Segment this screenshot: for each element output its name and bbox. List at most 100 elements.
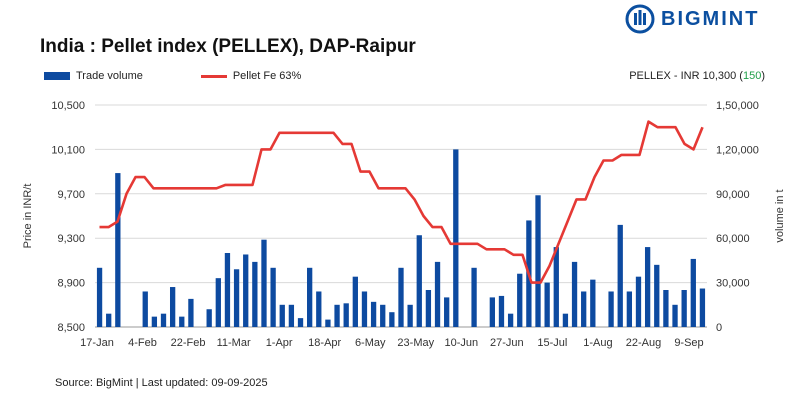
legend-item-pellet-fe: Pellet Fe 63% bbox=[200, 70, 302, 82]
volume-bar bbox=[261, 239, 267, 327]
y-right-tick-label: 0 bbox=[716, 322, 722, 334]
volume-bar bbox=[297, 318, 304, 327]
volume-bar bbox=[416, 235, 422, 327]
legend-swatch-line bbox=[200, 74, 227, 78]
x-tick-label: 6-May bbox=[355, 337, 386, 349]
volume-bar bbox=[169, 287, 176, 327]
volume-bar bbox=[471, 267, 477, 327]
volume-bar bbox=[581, 291, 587, 327]
volume-bar bbox=[562, 313, 569, 327]
volume-bar bbox=[507, 313, 514, 327]
volume-bar bbox=[307, 267, 313, 327]
x-tick-label: 23-May bbox=[397, 337, 434, 349]
legend-swatch-bar bbox=[44, 72, 70, 80]
y-left-axis-title: Price in INR/t bbox=[22, 184, 34, 249]
volume-bar bbox=[380, 304, 386, 327]
y-right-tick-label: 1,50,000 bbox=[716, 100, 759, 112]
y-right-tick-label: 1,20,000 bbox=[716, 144, 759, 156]
brand-name: BIGMINT bbox=[661, 7, 760, 30]
volume-bar bbox=[626, 291, 633, 327]
y-right-tick-label: 90,000 bbox=[716, 189, 750, 201]
x-tick-label: 22-Aug bbox=[626, 337, 661, 349]
volume-bar bbox=[188, 298, 194, 327]
volume-bar bbox=[635, 276, 642, 327]
volume-bar bbox=[434, 261, 441, 327]
volume-bar bbox=[96, 267, 103, 327]
volume-bar bbox=[206, 309, 212, 327]
y-right-tick-label: 30,000 bbox=[716, 278, 750, 290]
volume-bar bbox=[334, 304, 340, 327]
volume-bar bbox=[215, 278, 221, 327]
volume-bar bbox=[279, 304, 285, 327]
y-left-tick-label: 9,700 bbox=[57, 189, 85, 201]
volume-bar bbox=[699, 288, 706, 327]
volume-bar bbox=[498, 295, 505, 327]
volume-bar bbox=[571, 261, 578, 327]
x-tick-label: 11-Mar bbox=[217, 337, 251, 349]
volume-bar bbox=[544, 282, 550, 327]
y-left-tick-label: 9,300 bbox=[57, 233, 85, 245]
volume-bar bbox=[115, 173, 121, 327]
x-tick-label: 18-Apr bbox=[308, 337, 341, 349]
volume-bar bbox=[343, 303, 349, 327]
volume-bar bbox=[681, 290, 687, 327]
legend-label-pellet-fe: Pellet Fe 63% bbox=[232, 70, 302, 82]
x-tick-label: 1-Aug bbox=[583, 337, 612, 349]
brand-globe-icon bbox=[625, 4, 655, 34]
x-tick-label: 10-Jun bbox=[444, 337, 478, 349]
x-tick-label: 1-Apr bbox=[266, 337, 293, 349]
y-left-tick-label: 10,500 bbox=[51, 100, 85, 112]
volume-bar bbox=[106, 313, 112, 327]
volume-bar bbox=[288, 304, 295, 327]
volume-bar bbox=[233, 269, 240, 327]
volume-bar bbox=[243, 254, 249, 327]
volume-bar bbox=[425, 290, 432, 327]
volume-bar bbox=[270, 267, 276, 327]
volume-bar bbox=[151, 316, 158, 327]
volume-bar bbox=[654, 264, 660, 327]
bigmint-logo: BIGMINT bbox=[625, 4, 759, 34]
x-tick-label: 4-Feb bbox=[128, 337, 157, 349]
volume-bar bbox=[252, 261, 258, 327]
chart-title: India : Pellet index (PELLEX), DAP-Raipu… bbox=[40, 36, 416, 57]
volume-bar bbox=[553, 247, 559, 327]
volume-bar bbox=[352, 276, 358, 327]
x-tick-label: 22-Feb bbox=[171, 337, 206, 349]
volume-bar bbox=[489, 297, 495, 327]
volume-bar bbox=[361, 291, 368, 327]
volume-bar bbox=[672, 304, 678, 327]
volume-bar bbox=[179, 316, 185, 327]
y-right-axis-title: volume in t bbox=[774, 189, 786, 242]
volume-bar bbox=[663, 290, 669, 327]
volume-bar bbox=[535, 195, 541, 327]
x-tick-label: 9-Sep bbox=[674, 337, 703, 349]
volume-bar bbox=[617, 224, 623, 327]
volume-bar bbox=[370, 301, 377, 327]
volume-bar bbox=[325, 319, 331, 327]
volume-bar bbox=[444, 297, 450, 327]
y-left-tick-label: 8,500 bbox=[57, 322, 85, 334]
volume-bar bbox=[644, 247, 651, 327]
volume-bar bbox=[142, 291, 148, 327]
volume-bar bbox=[517, 273, 523, 327]
source-note: Source: BigMint | Last updated: 09-09-20… bbox=[55, 377, 268, 389]
pellex-price-label: PELLEX - INR 10,300 bbox=[629, 70, 737, 82]
volume-bar bbox=[453, 149, 459, 327]
x-tick-label: 17-Jan bbox=[80, 337, 114, 349]
y-left-tick-label: 8,900 bbox=[57, 278, 85, 290]
legend-label-trade-volume: Trade volume bbox=[76, 70, 143, 82]
y-right-tick-label: 60,000 bbox=[716, 233, 750, 245]
pellex-readout: PELLEX - INR 10,300 (150) bbox=[629, 70, 765, 82]
x-tick-label: 15-Jul bbox=[537, 337, 567, 349]
volume-bar bbox=[398, 267, 404, 327]
price-line bbox=[99, 120, 704, 284]
volume-bar bbox=[160, 313, 167, 327]
chart-legend: Trade volume Pellet Fe 63% bbox=[44, 70, 359, 82]
y-left-tick-label: 10,100 bbox=[51, 144, 85, 156]
x-tick-label: 27-Jun bbox=[490, 337, 524, 349]
legend-item-trade-volume: Trade volume bbox=[44, 70, 143, 82]
pellex-change-value: 150 bbox=[742, 70, 762, 82]
volume-bar bbox=[407, 304, 413, 327]
volume-bar bbox=[389, 312, 395, 327]
